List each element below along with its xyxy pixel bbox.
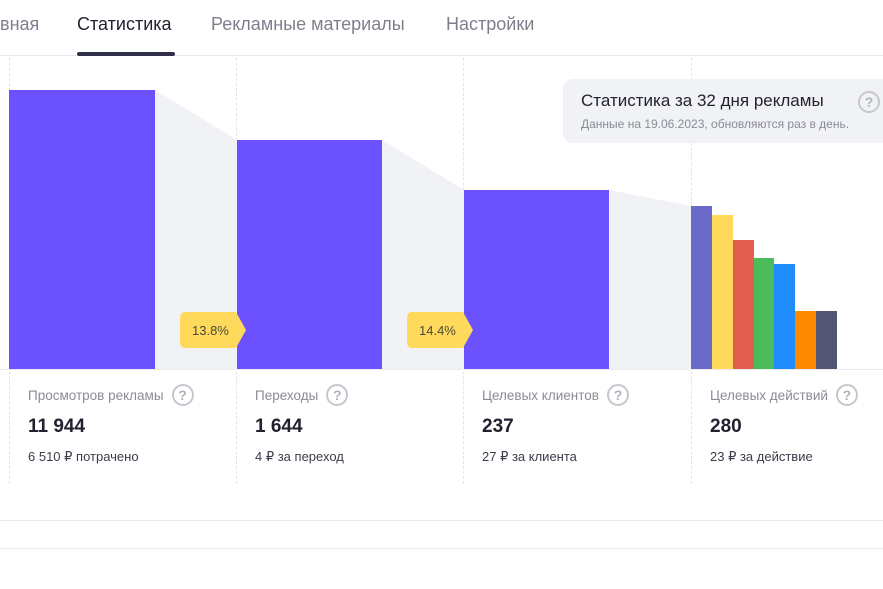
stats-info-card: Статистика за 32 дня рекламы Данные на 1… — [563, 79, 883, 143]
bar-target-clients[interactable] — [464, 190, 609, 369]
section-divider — [0, 520, 883, 521]
tab-statistics[interactable]: Статистика — [77, 14, 172, 34]
metric-label: Переходы — [255, 387, 319, 403]
bar-action-5[interactable] — [774, 264, 795, 369]
help-icon[interactable]: ? — [606, 384, 629, 406]
active-tab-indicator — [77, 52, 175, 56]
metric-clicks: Переходы ? 1 644 4 ₽ за переход — [255, 382, 475, 465]
tab-bar: вная Статистика Рекламные материалы Наст… — [0, 0, 883, 56]
metric-cost: 27 ₽ за клиента — [482, 449, 577, 464]
bar-action-2[interactable] — [712, 215, 733, 369]
metric-target-clients: Целевых клиентов ? 237 27 ₽ за клиента — [482, 382, 702, 465]
metric-value: 280 — [710, 416, 742, 437]
funnel-connector — [382, 140, 464, 369]
tab-settings[interactable]: Настройки — [446, 14, 535, 34]
metric-label: Целевых действий — [710, 387, 828, 403]
chart-baseline — [0, 369, 883, 370]
metric-cost: 6 510 ₽ потрачено — [28, 449, 139, 464]
metric-label: Просмотров рекламы — [28, 387, 164, 403]
metric-value: 237 — [482, 416, 514, 437]
funnel-connector — [609, 190, 691, 369]
metric-value: 1 644 — [255, 416, 303, 437]
metric-label: Целевых клиентов — [482, 387, 599, 403]
section-divider — [0, 548, 883, 549]
metric-target-actions: Целевых действий ? 280 23 ₽ за действие — [710, 382, 883, 465]
metric-cost: 4 ₽ за переход — [255, 449, 344, 464]
bar-action-4[interactable] — [754, 258, 774, 369]
funnel-connector — [155, 90, 237, 369]
bar-views[interactable] — [9, 90, 155, 369]
tab-main[interactable]: вная — [0, 14, 40, 34]
metric-views: Просмотров рекламы ? 11 944 6 510 ₽ потр… — [28, 382, 248, 465]
help-icon[interactable]: ? — [171, 384, 194, 406]
conversion-badge: 14.4% — [407, 312, 473, 348]
metric-value: 11 944 — [28, 416, 86, 437]
tab-ad-materials[interactable]: Рекламные материалы — [211, 14, 405, 34]
bar-action-1[interactable] — [691, 206, 712, 369]
metric-cost: 23 ₽ за действие — [710, 449, 813, 464]
bar-clicks[interactable] — [237, 140, 382, 369]
conversion-badge: 13.8% — [180, 312, 246, 348]
help-icon[interactable]: ? — [326, 384, 349, 406]
stats-update-note: Данные на 19.06.2023, обновляются раз в … — [581, 117, 850, 131]
help-icon[interactable]: ? — [835, 384, 858, 406]
bar-action-3[interactable] — [733, 240, 754, 369]
bar-action-6[interactable] — [795, 311, 816, 369]
help-icon[interactable]: ? — [858, 91, 880, 113]
stats-period-title: Статистика за 32 дня рекламы — [581, 91, 824, 110]
bar-action-7[interactable] — [816, 311, 837, 369]
